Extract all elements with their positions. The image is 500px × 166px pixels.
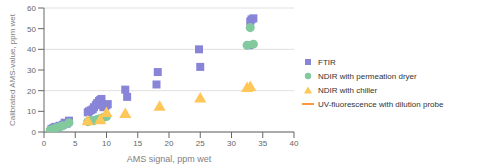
svg-text:35: 35 xyxy=(258,139,267,148)
svg-text:50: 50 xyxy=(27,25,36,34)
svg-text:40: 40 xyxy=(27,45,36,54)
svg-text:40: 40 xyxy=(290,139,299,148)
svg-text:0: 0 xyxy=(32,128,37,137)
svg-text:0: 0 xyxy=(42,139,47,148)
svg-text:25: 25 xyxy=(196,139,205,148)
svg-text:20: 20 xyxy=(27,87,36,96)
html-text:NDIR with permeation dryer: NDIR with permeation dryer xyxy=(318,71,417,81)
svg-text:30: 30 xyxy=(227,139,236,148)
svg-text:Calibrated AMS-value, ppm wet: Calibrated AMS-value, ppm wet xyxy=(8,13,17,126)
html-text:UV-fluorescence with dilution: UV-fluorescence with dilution probe xyxy=(318,99,444,109)
svg-text:5: 5 xyxy=(73,139,78,148)
svg-text:30: 30 xyxy=(27,66,36,75)
svg-text:AMS signal, ppm wet: AMS signal, ppm wet xyxy=(127,154,212,164)
svg-text:20: 20 xyxy=(165,139,174,148)
svg-text:60: 60 xyxy=(27,4,36,13)
svg-text:10: 10 xyxy=(27,107,36,116)
html-text:FTIR: FTIR xyxy=(318,57,336,67)
svg-text:10: 10 xyxy=(102,139,111,148)
svg-text:15: 15 xyxy=(133,139,142,148)
html-text:NDIR with chiller: NDIR with chiller xyxy=(318,85,378,95)
